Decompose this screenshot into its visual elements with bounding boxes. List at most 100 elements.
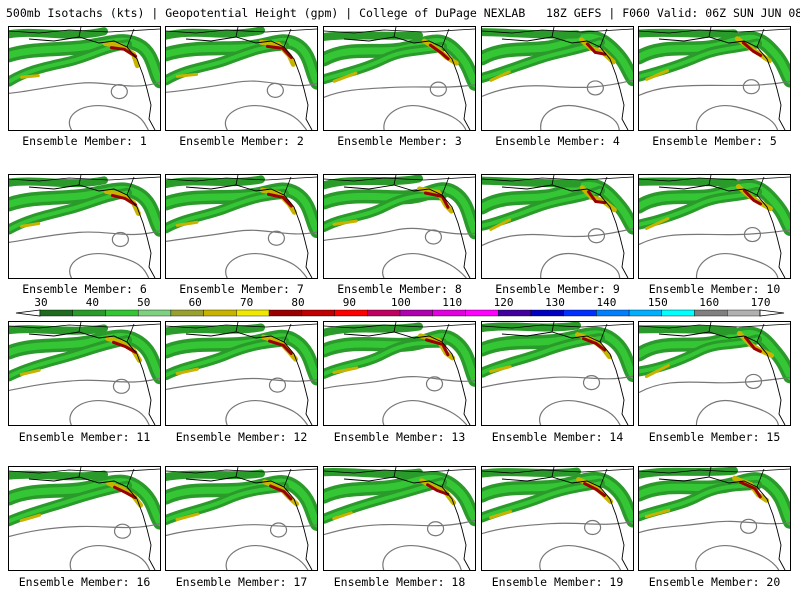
ensemble-map-panel — [481, 321, 634, 426]
member-caption: Ensemble Member: 6 — [22, 282, 147, 296]
jet-core-yellow — [489, 70, 511, 82]
ensemble-map-panel — [8, 174, 161, 279]
political-border — [166, 322, 317, 343]
member-caption: Ensemble Member: 18 — [333, 575, 466, 589]
ensemble-map-panel — [165, 466, 318, 571]
jet-core-red — [267, 339, 293, 355]
jet-core-red — [742, 189, 763, 206]
political-border — [482, 27, 633, 48]
height-contour — [225, 400, 309, 425]
political-border — [639, 322, 790, 343]
height-contour — [112, 378, 131, 394]
isotach-band — [166, 484, 286, 522]
coastline — [343, 36, 471, 130]
isotach-band — [482, 176, 581, 188]
ensemble-map-panel — [165, 26, 318, 131]
height-contour — [324, 84, 475, 98]
isotach-band — [482, 33, 633, 83]
colorbar-label: 130 — [545, 296, 565, 309]
height-contour — [742, 79, 760, 95]
coastline — [501, 184, 629, 278]
map-field — [639, 467, 790, 570]
colorbar-label: 70 — [239, 296, 254, 309]
jet-core-yellow — [175, 220, 199, 227]
jet-core-yellow — [332, 511, 353, 521]
political-border — [9, 175, 160, 196]
coastline — [343, 331, 471, 425]
height-contour — [69, 545, 151, 570]
height-contour — [744, 373, 763, 390]
height-contour — [587, 228, 606, 244]
isotach-band — [9, 483, 129, 524]
member-caption: Ensemble Member: 8 — [337, 282, 462, 296]
jet-core-red — [583, 482, 607, 498]
height-contour — [383, 105, 467, 130]
colorbar-label: 120 — [493, 296, 514, 309]
member-caption: Ensemble Member: 12 — [175, 430, 308, 444]
map-field — [166, 175, 317, 278]
colorbar-swatch — [661, 309, 695, 317]
colorbar-swatch — [72, 309, 106, 317]
height-contour — [695, 545, 780, 570]
member-caption: Ensemble Member: 20 — [648, 575, 781, 589]
political-border — [482, 467, 633, 488]
jet-core-yellow — [175, 72, 199, 78]
jet-core-yellow — [332, 219, 358, 226]
map-field — [482, 27, 633, 130]
member-caption: Ensemble Member: 15 — [648, 430, 781, 444]
coastline — [658, 36, 786, 130]
ensemble-map-panel — [8, 466, 161, 571]
coastline — [501, 331, 629, 425]
political-border — [482, 322, 633, 343]
member-caption: Ensemble Member: 14 — [491, 430, 624, 444]
jet-core-yellow — [644, 508, 671, 519]
height-contour — [9, 230, 160, 243]
jet-core-yellow — [489, 510, 513, 520]
coastline — [28, 476, 156, 570]
map-field — [482, 322, 633, 425]
jet-core-yellow — [489, 218, 512, 231]
map-field — [9, 322, 160, 425]
jet-core-red — [266, 192, 293, 208]
colorbar-label: 50 — [137, 296, 151, 309]
height-contour — [639, 520, 790, 534]
isotach-band — [639, 189, 759, 227]
coastline — [343, 184, 471, 278]
colorbar-swatch — [137, 309, 172, 317]
height-contour — [639, 376, 790, 394]
height-contour — [166, 377, 317, 391]
isotach-band — [9, 338, 129, 379]
political-border — [9, 27, 160, 48]
colorbar-swatch — [236, 309, 270, 317]
height-contour — [538, 400, 621, 425]
jet-core-red — [741, 41, 763, 57]
colorbar-swatch — [628, 309, 663, 317]
colorbar-swatch — [39, 309, 73, 317]
jet-core-yellow — [645, 69, 669, 81]
map-field — [166, 322, 317, 425]
height-contour — [482, 520, 633, 535]
coastline — [185, 36, 313, 130]
jet-core-red — [109, 46, 138, 58]
height-contour — [224, 105, 308, 130]
isotach-band — [482, 181, 633, 232]
political-border — [482, 175, 633, 196]
colorbar-swatch — [203, 309, 237, 317]
colorbar-label: 170 — [750, 296, 771, 309]
isotach-band — [9, 27, 108, 39]
political-border — [324, 27, 475, 48]
isotach-band — [324, 193, 444, 230]
jet-core-yellow — [175, 512, 200, 522]
isotach-colorbar — [0, 296, 800, 320]
map-field — [324, 322, 475, 425]
isotach-band — [482, 40, 602, 80]
ensemble-map-panel — [165, 174, 318, 279]
height-contour — [582, 375, 601, 391]
isotach-band — [324, 322, 423, 337]
isotach-band — [482, 28, 581, 39]
height-contour — [539, 545, 622, 570]
map-field — [166, 27, 317, 130]
jet-core-yellow — [19, 221, 41, 228]
isotach-band — [166, 469, 265, 481]
map-field — [639, 27, 790, 130]
